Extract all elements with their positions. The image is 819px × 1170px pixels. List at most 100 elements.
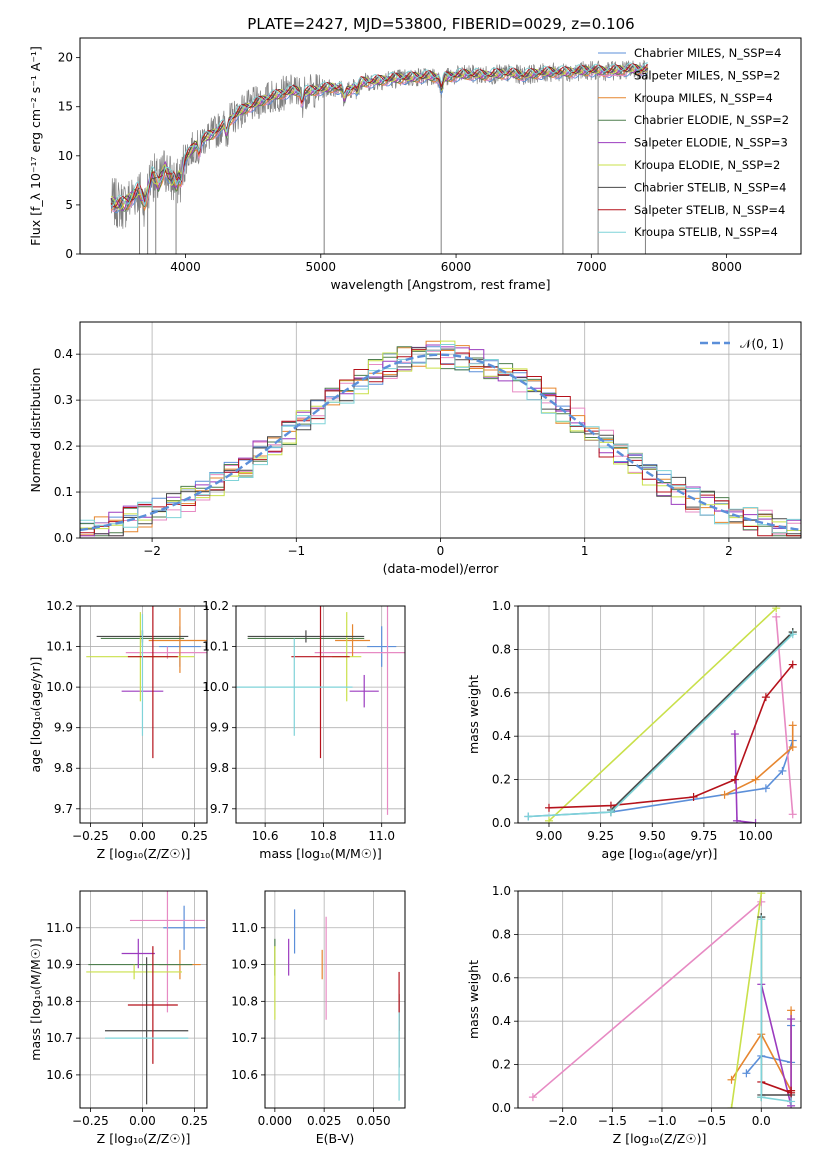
panel-age-vs-Z: −0.25 0.00 0.25 9.7 9.8 9.9 10.0 10.1 10.2 Z [log… [28, 599, 208, 861]
axes-frame [264, 890, 406, 1109]
panel-mass-vs-EBV: 0.000 0.025 0.050 10.6 10.7 10.8 10.9 11.0 E(B-V… [231, 890, 406, 1146]
y-tick-label: 11.0 [231, 921, 258, 935]
x-tick-label: 0.025 [307, 1114, 341, 1128]
x-tick-label: 9.75 [691, 829, 718, 843]
axes-frame [79, 890, 208, 1109]
residual-histogram [80, 344, 801, 537]
panel-residuals: −2 −1 0 1 2 0.0 0.1 0.2 0.3 0.4 (data-model)/error… [28, 321, 802, 576]
y-tick-label: 10.9 [231, 958, 258, 972]
y-tick-label: 11.0 [46, 921, 73, 935]
axes-frame [79, 37, 802, 255]
y-tick-label: 10.0 [46, 680, 73, 694]
axes-frame [235, 605, 406, 824]
y-tick-label: 9.7 [210, 802, 229, 816]
legend-label: Chabrier STELIB, N_SSP=4 [634, 180, 786, 194]
x-axis-label: wavelength [Angstrom, rest frame] [330, 277, 550, 292]
axes-frame [517, 605, 802, 824]
x-tick-label: 0.25 [181, 829, 208, 843]
y-tick-label: 0.2 [492, 773, 511, 787]
y-tick-label: 10.9 [46, 958, 73, 972]
x-axis-label: Z [log₁₀(Z/Z☉)] [97, 846, 191, 861]
legend-label: Salpeter ELODIE, N_SSP=3 [634, 136, 788, 150]
x-tick-label: 0.25 [181, 1114, 208, 1128]
legend-label: Kroupa MILES, N_SSP=4 [634, 91, 773, 105]
plot-area [528, 891, 796, 1108]
y-tick-label: 0.4 [492, 729, 511, 743]
y-axis-label: mass [log₁₀(M/M☉)] [28, 938, 43, 1060]
x-axis-label: Z [log₁₀(Z/Z☉)] [97, 1131, 191, 1146]
weight-series-line [548, 664, 794, 809]
y-tick-label: 20 [58, 51, 73, 65]
plot-area [86, 891, 205, 1105]
weight-series-line [724, 725, 794, 796]
x-tick-label: 2 [725, 544, 733, 558]
legend-label: Chabrier MILES, N_SSP=4 [634, 46, 781, 60]
legend-label: Salpeter STELIB, N_SSP=4 [634, 203, 785, 217]
panel-weights-vs-age: 9.00 9.25 9.50 9.75 10.00 0.0 0.2 0.4 0.6 0.8 1.0 a… [466, 599, 802, 861]
y-tick-label: 10.6 [231, 1068, 258, 1082]
y-tick-label: 10.6 [46, 1068, 73, 1082]
legend-label: Kroupa ELODIE, N_SSP=2 [634, 158, 780, 172]
y-axis-label: Flux [f_λ 10⁻¹⁷ erg cm⁻² s⁻¹ A⁻¹] [28, 46, 43, 246]
x-tick-label: 11.0 [368, 829, 395, 843]
plot-area [524, 606, 797, 823]
panel-mass-vs-Z: −0.25 0.00 0.25 10.6 10.7 10.8 10.9 11.0 Z [log₁… [28, 890, 208, 1146]
weight-series-line [532, 901, 762, 1098]
weight-series-line [610, 631, 794, 811]
y-tick-label: 10.7 [46, 1031, 73, 1045]
y-tick-label: 1.0 [492, 599, 511, 613]
y-axis-label: mass weight [466, 960, 481, 1039]
panel-age-vs-mass: 10.6 10.8 11.0 9.7 9.8 9.9 10.0 10.1 10.2 mass [l… [202, 599, 406, 861]
y-tick-label: 0.2 [54, 439, 73, 453]
plot-area [80, 340, 801, 537]
plot-area [110, 59, 649, 254]
y-tick-label: 0.1 [54, 485, 73, 499]
y-tick-label: 10.1 [202, 640, 229, 654]
x-tick-label: 0.00 [129, 1114, 156, 1128]
y-axis-label: Normed distribution [28, 368, 43, 493]
figure-title: PLATE=2427, MJD=53800, FIBERID=0029, z=0… [247, 15, 634, 33]
y-tick-label: 0.4 [54, 347, 73, 361]
model-line [111, 62, 648, 207]
weight-series-line [548, 607, 777, 822]
y-tick-label: 10 [58, 149, 73, 163]
legend-label: 𝒩(0, 1) [740, 337, 784, 351]
y-tick-label: 0.2 [492, 1058, 511, 1072]
model-line [110, 67, 649, 212]
weight-series-line [775, 616, 794, 815]
y-axis-label: age [log₁₀(age/yr)] [28, 657, 43, 773]
axes-frame [79, 321, 802, 539]
x-tick-label: −0.5 [697, 1114, 726, 1128]
x-axis-label: E(B-V) [316, 1131, 355, 1146]
x-tick-label: 0.0 [752, 1114, 771, 1128]
x-tick-label: 10.6 [252, 829, 279, 843]
x-tick-label: 9.50 [639, 829, 666, 843]
normal-curve [80, 353, 801, 532]
y-tick-label: 15 [58, 100, 73, 114]
x-tick-label: 0 [437, 544, 445, 558]
y-tick-label: 0 [65, 247, 73, 261]
x-tick-label: 5000 [306, 260, 337, 274]
x-tick-label: −1.0 [647, 1114, 676, 1128]
y-tick-label: 0.3 [54, 393, 73, 407]
y-tick-label: 9.8 [54, 761, 73, 775]
legend-label: Kroupa STELIB, N_SSP=4 [634, 225, 778, 239]
y-tick-label: 10.8 [46, 994, 73, 1008]
y-tick-label: 0.0 [492, 1101, 511, 1115]
x-tick-label: 0.000 [258, 1114, 292, 1128]
x-tick-label: −1 [287, 544, 305, 558]
x-axis-label: age [log₁₀(age/yr)] [602, 846, 718, 861]
x-tick-label: −0.25 [72, 829, 109, 843]
y-tick-label: 10.2 [46, 599, 73, 613]
y-tick-label: 9.9 [210, 721, 229, 735]
x-tick-label: −0.25 [72, 1114, 109, 1128]
y-tick-label: 0.4 [492, 1014, 511, 1028]
plot-area [274, 909, 400, 1101]
y-tick-label: 0.6 [492, 686, 511, 700]
legend-label: Salpeter MILES, N_SSP=2 [634, 68, 780, 82]
y-tick-label: 5 [65, 198, 73, 212]
x-axis-label: (data-model)/error [383, 561, 500, 576]
plot-area [86, 606, 207, 759]
y-tick-label: 10.2 [202, 599, 229, 613]
